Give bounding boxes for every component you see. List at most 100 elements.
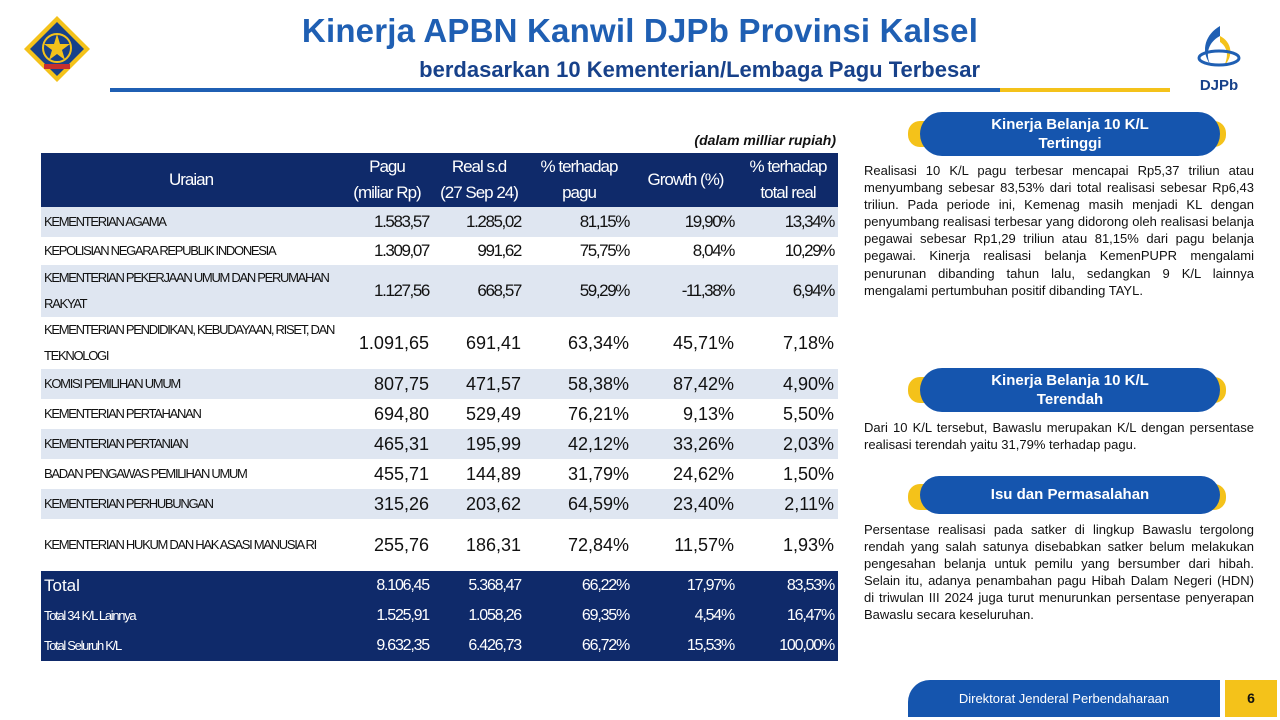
total-pagu: 9.632,35: [341, 631, 433, 661]
total-pct-total: 83,53%: [738, 571, 838, 601]
kinerja-table: Uraian Pagu (miliar Rp) Real s.d (27 Sep 2…: [41, 153, 838, 661]
row-real: 203,62: [433, 489, 525, 519]
row-pct-pagu: 75,75%: [525, 237, 633, 265]
total-pct-total: 16,47%: [738, 601, 838, 631]
row-pagu: 455,71: [341, 459, 433, 489]
row-name: KEMENTERIAN HUKUM DAN HAK ASASI MANUSIA …: [41, 519, 341, 571]
row-pct-pagu: 59,29%: [525, 265, 633, 317]
row-pct-total: 7,18%: [738, 317, 838, 369]
row-real: 991,62: [433, 237, 525, 265]
total-real: 1.058,26: [433, 601, 525, 631]
row-pagu: 1.091,65: [341, 317, 433, 369]
total-pct-pagu: 66,72%: [525, 631, 633, 661]
header-divider: [110, 88, 1000, 92]
col-header-growth: Growth (%): [633, 153, 738, 207]
table-row: KEMENTERIAN PERTANIAN 465,31 195,99 42,1…: [41, 429, 838, 459]
table-row: KEMENTERIAN HUKUM DAN HAK ASASI MANUSIA …: [41, 519, 838, 571]
table-row: KEMENTERIAN PERHUBUNGAN 315,26 203,62 64…: [41, 489, 838, 519]
table-row: KOMISI PEMILIHAN UMUM 807,75 471,57 58,3…: [41, 369, 838, 399]
row-pct-total: 2,11%: [738, 489, 838, 519]
row-growth: 24,62%: [633, 459, 738, 489]
total-real: 6.426,73: [433, 631, 525, 661]
row-real: 1.285,02: [433, 207, 525, 237]
row-pct-pagu: 63,34%: [525, 317, 633, 369]
col-header-realisasi: Real s.d (27 Sep 24): [433, 153, 525, 207]
col-header-pct-total: % terhadap total real: [738, 153, 838, 207]
row-pagu: 1.127,56: [341, 265, 433, 317]
row-real: 471,57: [433, 369, 525, 399]
row-real: 691,41: [433, 317, 525, 369]
row-growth: -11,38%: [633, 265, 738, 317]
row-growth: 45,71%: [633, 317, 738, 369]
row-name: KEMENTERIAN AGAMA: [41, 207, 341, 237]
djpb-logo-text: DJPb: [1200, 77, 1238, 94]
tertinggi-text: Realisasi 10 K/L pagu terbesar mencapai …: [864, 163, 1254, 298]
total-row: Total 34 K/L Lainnya 1.525,91 1.058,26 6…: [41, 601, 838, 631]
row-real: 144,89: [433, 459, 525, 489]
row-pagu: 1.583,57: [341, 207, 433, 237]
row-pagu: 807,75: [341, 369, 433, 399]
total-name: Total 34 K/L Lainnya: [41, 601, 341, 631]
row-growth: 9,13%: [633, 399, 738, 429]
col-header-uraian: Uraian: [41, 153, 341, 207]
total-real: 5.368,47: [433, 571, 525, 601]
row-name: KEMENTERIAN PERHUBUNGAN: [41, 489, 341, 519]
footer-org: Direktorat Jenderal Perbendaharaan: [908, 680, 1220, 717]
row-pagu: 465,31: [341, 429, 433, 459]
row-pagu: 255,76: [341, 519, 433, 571]
total-name: Total Seluruh K/L: [41, 631, 341, 661]
row-pct-total: 6,94%: [738, 265, 838, 317]
total-growth: 4,54%: [633, 601, 738, 631]
row-name: KEPOLISIAN NEGARA REPUBLIK INDONESIA: [41, 237, 341, 265]
row-pct-pagu: 31,79%: [525, 459, 633, 489]
total-pct-pagu: 69,35%: [525, 601, 633, 631]
page-title: Kinerja APBN Kanwil DJPb Provinsi Kalsel: [301, 12, 979, 49]
table-row: KEPOLISIAN NEGARA REPUBLIK INDONESIA 1.3…: [41, 237, 838, 265]
section-heading-terendah: Kinerja Belanja 10 K/L Terendah: [920, 368, 1220, 412]
col-header-pagu: Pagu (miliar Rp): [341, 153, 433, 207]
total-pct-pagu: 66,22%: [525, 571, 633, 601]
row-pct-pagu: 58,38%: [525, 369, 633, 399]
row-real: 529,49: [433, 399, 525, 429]
row-name: KEMENTERIAN PERTAHANAN: [41, 399, 341, 429]
table-row: KEMENTERIAN PERTAHANAN 694,80 529,49 76,…: [41, 399, 838, 429]
row-pct-total: 13,34%: [738, 207, 838, 237]
header-divider-accent: [1000, 88, 1170, 92]
row-pct-pagu: 76,21%: [525, 399, 633, 429]
row-pct-pagu: 64,59%: [525, 489, 633, 519]
row-name: KOMISI PEMILIHAN UMUM: [41, 369, 341, 399]
total-pagu: 8.106,45: [341, 571, 433, 601]
page-number: 6: [1225, 680, 1277, 717]
row-pagu: 1.309,07: [341, 237, 433, 265]
row-growth: 19,90%: [633, 207, 738, 237]
row-growth: 87,42%: [633, 369, 738, 399]
row-growth: 11,57%: [633, 519, 738, 571]
row-pct-total: 5,50%: [738, 399, 838, 429]
section-heading-tertinggi: Kinerja Belanja 10 K/L Tertinggi: [920, 112, 1220, 156]
page-subtitle: berdasarkan 10 Kementerian/Lembaga Pagu …: [419, 57, 980, 82]
isu-text: Persentase realisasi pada satker di ling…: [864, 522, 1254, 623]
kemenkeu-emblem-icon: [22, 14, 92, 84]
row-real: 195,99: [433, 429, 525, 459]
row-pct-pagu: 72,84%: [525, 519, 633, 571]
row-pct-total: 2,03%: [738, 429, 838, 459]
row-pct-total: 10,29%: [738, 237, 838, 265]
row-growth: 33,26%: [633, 429, 738, 459]
djpb-logo-icon: DJPb: [1186, 20, 1252, 96]
row-real: 668,57: [433, 265, 525, 317]
col-header-pct-pagu: % terhadap pagu: [525, 153, 633, 207]
table-row: KEMENTERIAN PENDIDIKAN, KEBUDAYAAN, RISE…: [41, 317, 838, 369]
total-name: Total: [41, 571, 341, 601]
row-pct-pagu: 81,15%: [525, 207, 633, 237]
row-pagu: 315,26: [341, 489, 433, 519]
row-name: KEMENTERIAN PERTANIAN: [41, 429, 341, 459]
unit-note: (dalam milliar rupiah): [694, 132, 836, 148]
row-growth: 8,04%: [633, 237, 738, 265]
row-pct-total: 1,93%: [738, 519, 838, 571]
total-growth: 15,53%: [633, 631, 738, 661]
row-pagu: 694,80: [341, 399, 433, 429]
terendah-text: Dari 10 K/L tersebut, Bawaslu merupakan …: [864, 420, 1254, 453]
row-name: KEMENTERIAN PENDIDIKAN, KEBUDAYAAN, RISE…: [41, 317, 341, 369]
table-row: KEMENTERIAN AGAMA 1.583,57 1.285,02 81,1…: [41, 207, 838, 237]
row-name: BADAN PENGAWAS PEMILIHAN UMUM: [41, 459, 341, 489]
